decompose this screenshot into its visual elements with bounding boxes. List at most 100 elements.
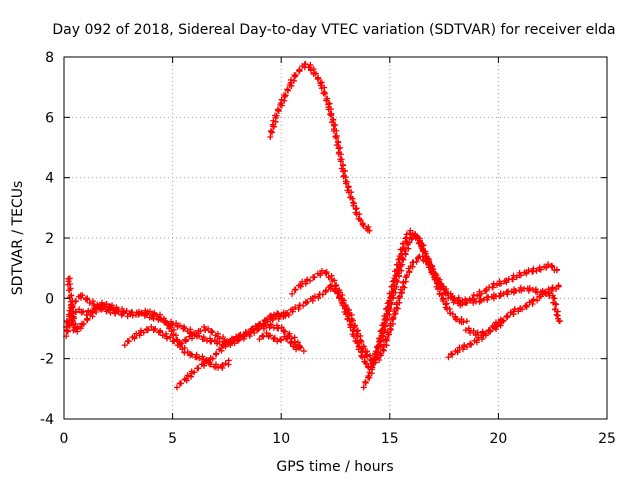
data-point-marker: [218, 345, 225, 352]
data-point-marker: [360, 384, 367, 391]
data-point-marker: [354, 330, 361, 337]
data-point-marker: [263, 329, 270, 336]
data-point-marker: [328, 119, 335, 126]
data-point-marker: [197, 327, 204, 334]
data-point-marker: [292, 71, 299, 78]
data-point-marker: [346, 306, 353, 313]
data-point-marker: [83, 311, 90, 318]
data-point-marker: [158, 315, 165, 322]
data-point-marker: [79, 292, 86, 299]
data-point-marker: [503, 279, 510, 286]
data-point-marker: [358, 352, 365, 359]
data-point-marker: [150, 315, 157, 322]
data-point-marker: [396, 273, 403, 280]
data-point-marker: [335, 289, 342, 296]
data-point-marker: [249, 325, 256, 332]
data-point-marker: [86, 299, 93, 306]
data-point-marker: [209, 355, 216, 362]
data-point-marker: [184, 372, 191, 379]
data-point-marker: [525, 267, 532, 274]
data-point-marker: [203, 337, 210, 344]
data-point-marker: [295, 305, 302, 312]
data-point-marker: [323, 97, 330, 104]
data-point-marker: [365, 373, 372, 380]
data-point-marker: [277, 100, 284, 107]
data-point-marker: [490, 280, 497, 287]
data-point-marker: [470, 292, 477, 299]
data-point-marker: [443, 300, 450, 307]
data-point-marker: [292, 286, 299, 293]
data-point-marker: [537, 266, 544, 273]
data-point-marker: [408, 236, 415, 243]
data-point-marker: [304, 298, 311, 305]
data-point-marker: [369, 364, 376, 371]
data-point-marker: [318, 79, 325, 86]
data-point-marker: [323, 270, 330, 277]
data-point-marker: [333, 142, 340, 149]
data-point-marker: [463, 343, 470, 350]
data-point-marker: [393, 283, 400, 290]
data-point-marker: [257, 320, 264, 327]
data-point-marker: [317, 82, 324, 89]
data-point-marker: [392, 289, 399, 296]
data-point-marker: [288, 82, 295, 89]
data-point-marker: [190, 330, 197, 337]
data-point-marker: [300, 348, 307, 355]
data-point-marker: [275, 325, 282, 332]
data-point-marker: [384, 329, 391, 336]
data-point-marker: [98, 301, 105, 308]
data-point-marker: [532, 286, 539, 293]
data-point-marker: [523, 302, 530, 309]
data-point-marker: [208, 338, 215, 345]
data-point-marker: [222, 343, 229, 350]
data-point-marker: [219, 342, 226, 349]
data-point-marker: [302, 280, 309, 287]
data-point-marker: [483, 287, 490, 294]
data-point-marker: [206, 359, 213, 366]
data-point-marker: [476, 298, 483, 305]
data-point-marker: [381, 321, 388, 328]
data-point-marker: [526, 299, 533, 306]
data-point-marker: [148, 323, 155, 330]
data-point-marker: [307, 67, 314, 74]
data-point-marker: [350, 202, 357, 209]
data-point-marker: [467, 329, 474, 336]
data-point-marker: [349, 195, 356, 202]
data-point-marker: [125, 338, 132, 345]
data-point-marker: [448, 350, 455, 357]
data-point-marker: [377, 338, 384, 345]
data-point-marker: [413, 258, 420, 265]
data-point-marker: [534, 297, 541, 304]
y-tick-label: 2: [45, 231, 54, 247]
data-point-marker: [426, 258, 433, 265]
data-point-marker: [401, 284, 408, 291]
data-point-marker: [511, 306, 518, 313]
data-point-marker: [164, 335, 171, 342]
data-point-marker: [222, 360, 229, 367]
data-point-marker: [386, 311, 393, 318]
data-point-marker: [332, 121, 339, 128]
data-point-marker: [486, 327, 493, 334]
x-axis-label: GPS time / hours: [276, 459, 393, 475]
data-point-marker: [306, 64, 313, 71]
data-point-marker: [398, 267, 405, 274]
series-arc-7: [360, 231, 470, 391]
data-point-marker: [399, 254, 406, 261]
data-point-marker: [398, 290, 405, 297]
data-point-marker: [115, 308, 122, 315]
data-point-marker: [80, 308, 87, 315]
data-point-marker: [482, 330, 489, 337]
data-point-marker: [498, 280, 505, 287]
data-point-marker: [271, 335, 278, 342]
data-point-marker: [553, 311, 560, 318]
data-point-marker: [178, 340, 185, 347]
data-point-marker: [252, 323, 259, 330]
data-point-marker: [459, 346, 466, 353]
data-point-marker: [401, 247, 408, 254]
data-point-marker: [196, 355, 203, 362]
data-point-marker: [322, 269, 329, 276]
x-tick-label: 20: [489, 431, 507, 447]
data-point-marker: [303, 300, 310, 307]
data-point-marker: [329, 116, 336, 123]
data-point-marker: [340, 297, 347, 304]
